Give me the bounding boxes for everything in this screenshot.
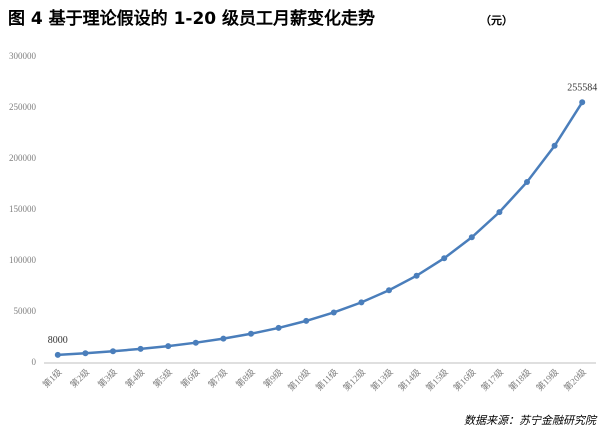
point [137,345,144,352]
x-tick-label: 第6级 [178,366,202,390]
y-tick-label: 300000 [9,51,37,61]
data-label: 8000 [48,335,68,346]
point [220,335,227,342]
point [54,351,61,358]
x-tick-label: 第1级 [40,366,64,390]
point [248,330,254,337]
x-tick-label: 第3级 [95,366,119,390]
x-tick-label: 第10级 [285,366,312,393]
chart-title: 图 4 基于理论假设的 1-20 级员工月薪变化走势 [8,8,375,29]
source: 数据来源：苏宁金融研究院 [464,414,598,427]
point [441,255,448,262]
point [330,309,337,316]
y-tick-label: 0 [32,357,37,367]
point [413,272,420,279]
point [551,142,558,149]
x-tick-label: 第18级 [506,366,533,393]
point [303,317,310,324]
point [82,350,89,357]
y-tick-label: 100000 [9,255,37,265]
x-tick-label: 第17级 [478,366,505,393]
x-tick-label: 第13级 [368,366,395,393]
x-tick-label: 第8级 [233,366,257,390]
point [165,343,172,350]
x-tick-label: 第16级 [451,366,478,393]
y-tick-label: 200000 [9,153,37,163]
line [57,101,584,357]
x-tick-label: 第12级 [340,366,367,393]
x-tick-label: 第19级 [534,366,561,393]
x-tick-label: 第20级 [561,366,588,393]
point [496,209,503,216]
x-tick-label: 第7级 [206,366,230,390]
point [579,99,586,106]
x-tick-label: 第15级 [423,366,450,393]
x-tick-label: 第4级 [123,366,147,390]
x-tick-label: 第2级 [68,366,92,390]
x-tick-label: 第11级 [313,366,340,393]
x-tick-label: 第5级 [150,366,174,390]
y-tick-label: 50000 [14,306,37,316]
point [386,287,392,294]
point [524,178,530,185]
data-label: 255584 [567,83,597,94]
unit: （元） [480,14,513,27]
y-tick-label: 150000 [9,204,37,214]
point [192,339,199,346]
point [110,348,116,355]
point [275,324,282,331]
x-tick-label: 第9级 [261,366,285,390]
x-tick-label: 第14级 [396,366,423,393]
y-tick-label: 250000 [9,102,37,112]
point [468,234,475,241]
point [358,299,365,306]
